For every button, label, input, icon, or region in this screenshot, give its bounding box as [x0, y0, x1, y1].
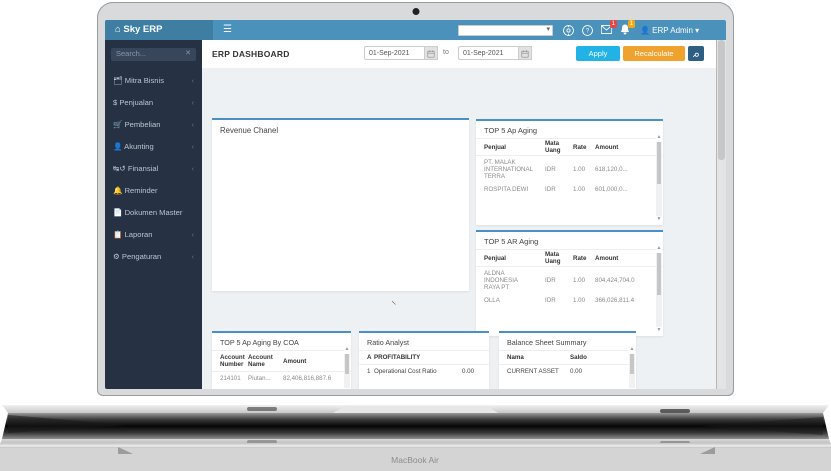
svg-text:?: ?: [586, 29, 590, 35]
svg-text:MacBook Air: MacBook Air: [391, 455, 439, 465]
